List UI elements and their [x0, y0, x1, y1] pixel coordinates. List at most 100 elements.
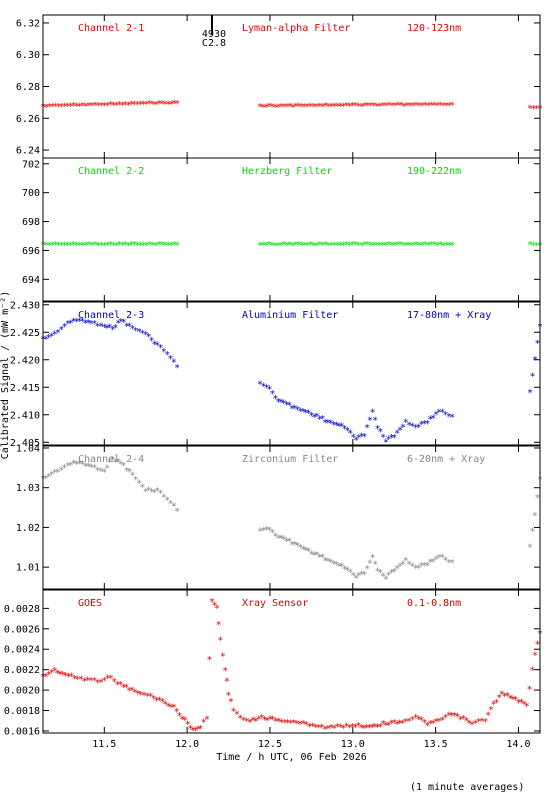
data-point: * — [264, 525, 270, 536]
data-point: * — [278, 102, 284, 113]
y-axis-label: Calibrated Signal / (mW m⁻²) — [0, 291, 11, 460]
data-point: * — [284, 240, 290, 251]
data-point: * — [123, 240, 129, 251]
data-point: * — [322, 724, 328, 735]
data-point: * — [154, 486, 160, 497]
data-point: * — [380, 571, 386, 582]
data-point: * — [388, 719, 394, 730]
data-point: * — [504, 691, 510, 702]
flare-marker-label: 4930 — [202, 29, 226, 40]
data-segment: ****************************************… — [257, 379, 455, 448]
data-point: * — [469, 720, 475, 731]
data-point: * — [436, 408, 442, 419]
data-point: * — [333, 421, 339, 432]
data-point: * — [413, 713, 419, 724]
filter-label: Herzberg Filter — [242, 166, 332, 177]
data-point: * — [296, 102, 302, 113]
data-point: * — [527, 542, 533, 553]
data-point: * — [410, 241, 416, 252]
data-point: * — [309, 722, 315, 733]
data-point: * — [466, 718, 472, 729]
data-point: * — [449, 240, 455, 251]
data-point: * — [377, 722, 383, 733]
data-point: * — [43, 335, 49, 346]
data-point: * — [79, 460, 85, 471]
data-point: * — [300, 719, 306, 730]
data-point: * — [400, 560, 406, 571]
data-point: * — [532, 651, 538, 662]
y-tick-label: 700 — [22, 188, 40, 199]
data-point: * — [171, 702, 177, 713]
data-point: * — [151, 694, 157, 705]
data-point: * — [204, 715, 210, 726]
data-point: * — [434, 241, 440, 252]
data-point: * — [341, 424, 347, 435]
panel-frame — [42, 14, 541, 159]
data-point: * — [455, 712, 461, 723]
data-point: * — [306, 546, 312, 557]
data-point: * — [356, 433, 362, 444]
y-tick-label: 1.03 — [16, 483, 40, 494]
data-point: * — [299, 241, 305, 252]
data-point: * — [147, 99, 153, 110]
data-point: * — [222, 666, 228, 677]
data-point: * — [101, 676, 107, 687]
data-point: * — [98, 101, 104, 112]
data-point: * — [62, 322, 68, 333]
data-point: * — [513, 695, 519, 706]
data-point: * — [68, 101, 74, 112]
data-point: * — [76, 459, 82, 470]
data-point: * — [344, 722, 350, 733]
data-point: * — [527, 240, 533, 251]
data-point: * — [368, 101, 374, 112]
data-point: * — [74, 317, 80, 328]
data-point: * — [52, 102, 58, 113]
data-point: * — [433, 555, 439, 566]
data-point: * — [457, 715, 463, 726]
data-point: * — [58, 325, 64, 336]
data-point: * — [143, 487, 149, 498]
data-point: * — [350, 433, 356, 444]
data-point: * — [54, 669, 60, 680]
data-point: * — [297, 720, 303, 731]
data-point: * — [530, 371, 536, 382]
data-point: * — [161, 347, 167, 358]
data-point: * — [383, 241, 389, 252]
data-point: * — [320, 102, 326, 113]
data-point: * — [116, 100, 122, 111]
data-point: * — [362, 101, 368, 112]
data-point: * — [370, 553, 376, 564]
data-point: * — [49, 470, 55, 481]
data-point: * — [284, 102, 290, 113]
data-point: * — [427, 557, 433, 568]
data-point: * — [303, 408, 309, 419]
data-point: * — [341, 101, 347, 112]
data-point: * — [136, 327, 142, 338]
data-point: * — [437, 240, 443, 251]
data-point: * — [95, 466, 101, 477]
data-point: * — [331, 724, 337, 735]
data-point: * — [86, 101, 92, 112]
data-point: * — [43, 241, 49, 252]
panel-4: ****************************************… — [16, 443, 543, 590]
data-point: * — [82, 318, 88, 329]
data-point: * — [361, 432, 367, 443]
data-point: * — [308, 549, 314, 560]
data-point: * — [81, 676, 87, 687]
data-point: * — [98, 466, 104, 477]
y-tick-label: 0.0022 — [4, 665, 40, 676]
data-point: * — [333, 560, 339, 571]
data-point: * — [138, 240, 144, 251]
data-point: * — [433, 717, 439, 728]
data-point: * — [57, 669, 63, 680]
data-point: * — [403, 717, 409, 728]
data-point: * — [197, 724, 203, 735]
data-point: * — [275, 397, 281, 408]
data-point: * — [121, 461, 127, 472]
data-point: * — [317, 414, 323, 425]
data-point: * — [296, 240, 302, 251]
data-point: * — [129, 240, 135, 251]
data-point: * — [174, 507, 180, 518]
channel-label: GOES — [78, 598, 102, 609]
data-point: * — [52, 468, 58, 479]
